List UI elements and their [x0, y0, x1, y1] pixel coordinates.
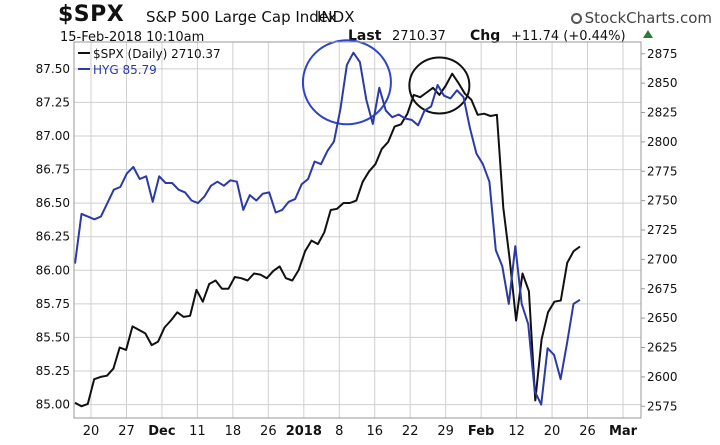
right-tick-label: 2700 [647, 252, 678, 266]
x-tick-label: 29 [437, 424, 454, 439]
left-tick-label: 86.25 [36, 230, 70, 244]
right-tick-label: 2750 [647, 194, 678, 208]
x-tick-label: Mar [609, 424, 638, 439]
index-code: INDX [317, 8, 355, 26]
legend-spx-label: $SPX (Daily) 2710.37 [93, 47, 221, 61]
legend-spx-swatch [78, 52, 90, 54]
left-tick-label: 87.00 [36, 129, 70, 143]
left-tick-label: 86.75 [36, 163, 70, 177]
chart-datetime: 15-Feb-2018 10:10am [60, 30, 205, 45]
x-tick-label: 18 [225, 424, 242, 439]
x-tick-label: 26 [579, 424, 596, 439]
left-tick-label: 85.25 [36, 364, 70, 378]
left-tick-label: 85.00 [36, 398, 70, 412]
right-tick-label: 2650 [647, 311, 678, 325]
left-tick-label: 87.25 [36, 95, 70, 109]
legend-spx: $SPX (Daily) 2710.37 [78, 46, 221, 62]
right-axis-ticks: 2575 2600 2625 2650 2675 2700 2725 2750 2775 2800… [641, 47, 678, 413]
change-label: Chg [470, 28, 501, 44]
x-tick-label: 11 [189, 424, 206, 439]
brand-name: StockCharts.com [584, 9, 712, 27]
x-tick-label: 12 [508, 424, 525, 439]
left-tick-label: 85.75 [36, 297, 70, 311]
last-label: Last [348, 28, 382, 44]
ticker-symbol: $SPX [58, 2, 125, 27]
annotation-circle-black [408, 56, 471, 115]
series-line-spx [74, 72, 581, 408]
right-tick-label: 2800 [647, 135, 678, 149]
legend: $SPX (Daily) 2710.37 HYG 85.79 [78, 46, 221, 78]
x-tick-label: 2018 [286, 424, 322, 439]
annotation-circle-blue [301, 39, 392, 126]
right-tick-label: 2725 [647, 223, 678, 237]
legend-hyg-swatch [78, 68, 90, 70]
stockcharts-logo-icon [570, 13, 582, 24]
up-arrow-icon [643, 30, 653, 38]
grid-lines [74, 42, 641, 418]
x-tick-label: 27 [118, 424, 135, 439]
right-tick-label: 2600 [647, 370, 678, 384]
x-tick-label: Feb [468, 424, 494, 439]
left-tick-label: 86.00 [36, 263, 70, 277]
left-tick-label: 85.50 [36, 330, 70, 344]
left-tick-label: 86.50 [36, 196, 70, 210]
x-tick-label: 26 [260, 424, 277, 439]
right-tick-label: 2875 [647, 47, 678, 61]
x-tick-label: 20 [544, 424, 561, 439]
x-axis-ticks: 20 27 Dec 11 18 26 2018 8 16 22 29 Feb 12 20 26 Mar [83, 424, 638, 439]
x-tick-label: 20 [83, 424, 100, 439]
annotations [301, 39, 471, 126]
x-tick-label: 16 [366, 424, 383, 439]
right-tick-label: 2825 [647, 106, 678, 120]
right-tick-label: 2850 [647, 76, 678, 90]
right-tick-label: 2675 [647, 282, 678, 296]
brand-watermark: StockCharts.com [570, 9, 712, 27]
legend-hyg: HYG 85.79 [78, 62, 221, 78]
legend-hyg-label: HYG 85.79 [93, 63, 157, 77]
x-tick-label: 22 [402, 424, 419, 439]
x-tick-label: Dec [148, 424, 175, 439]
last-value: 2710.37 [392, 29, 446, 44]
left-axis-ticks: 85.00 85.25 85.50 85.75 86.00 86.25 86.50 86.75… [36, 62, 70, 412]
right-tick-label: 2775 [647, 164, 678, 178]
x-tick-label: 8 [335, 424, 343, 439]
left-tick-label: 87.50 [36, 62, 70, 76]
series-line-hyg [74, 51, 581, 406]
index-name: S&P 500 Large Cap Index [146, 8, 337, 26]
right-tick-label: 2625 [647, 341, 678, 355]
change-value: +11.74 (+0.44%) [511, 29, 626, 44]
right-tick-label: 2575 [647, 399, 678, 413]
series-lines [74, 51, 581, 408]
